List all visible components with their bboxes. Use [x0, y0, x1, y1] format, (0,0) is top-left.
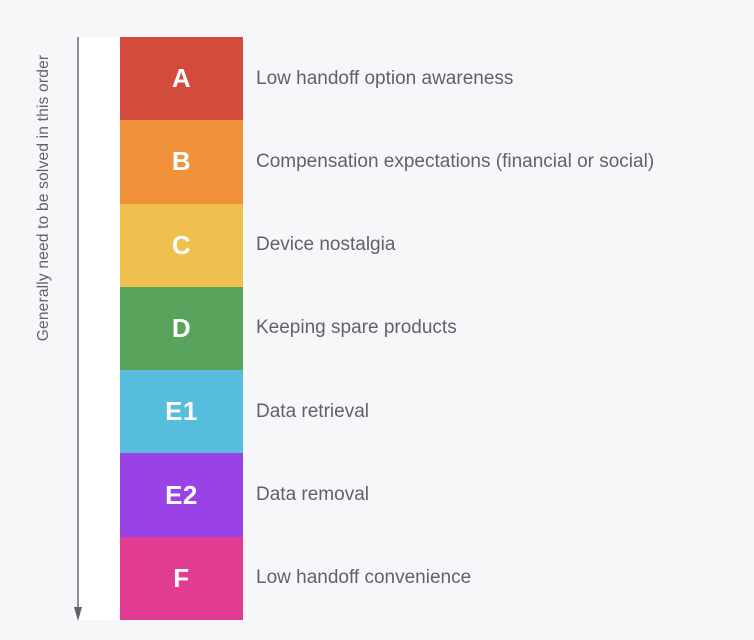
category-row-e2: E2 Data removal	[120, 453, 754, 537]
category-row-e1: E1 Data retrieval	[120, 370, 754, 454]
category-code-label: A	[171, 63, 192, 94]
category-description: Device nostalgia	[256, 234, 396, 256]
category-description: Low handoff convenience	[256, 567, 472, 589]
category-code-label: C	[171, 229, 192, 260]
chart-panel-background	[79, 37, 120, 620]
category-description: Keeping spare products	[256, 317, 457, 339]
category-code-label: F	[173, 562, 190, 593]
category-block: F	[120, 536, 243, 620]
category-code-label: B	[171, 146, 192, 177]
category-row-c: C Device nostalgia	[120, 203, 754, 287]
category-block: E1	[120, 370, 243, 454]
category-block: E2	[120, 453, 243, 537]
category-code-label: E1	[165, 396, 198, 427]
category-description: Compensation expectations (financial or …	[256, 150, 655, 172]
category-row-b: B Compensation expectations (financial o…	[120, 120, 754, 204]
category-row-a: A Low handoff option awareness	[120, 37, 754, 121]
category-description: Data removal	[256, 484, 369, 506]
category-block: D	[120, 286, 243, 371]
category-block: C	[120, 203, 243, 287]
category-block: B	[120, 120, 243, 204]
category-row-f: F Low handoff convenience	[120, 536, 754, 620]
category-description: Low handoff option awareness	[256, 67, 514, 89]
order-axis-label: Generally need to be solved in this orde…	[35, 54, 52, 342]
category-description: Data retrieval	[256, 400, 369, 422]
category-block: A	[120, 37, 243, 121]
down-arrow-icon	[74, 37, 82, 621]
category-rows: A Low handoff option awareness B Compens…	[120, 37, 754, 620]
category-code-label: D	[171, 312, 192, 343]
category-row-d: D Keeping spare products	[120, 286, 754, 371]
category-code-label: E2	[165, 479, 198, 510]
